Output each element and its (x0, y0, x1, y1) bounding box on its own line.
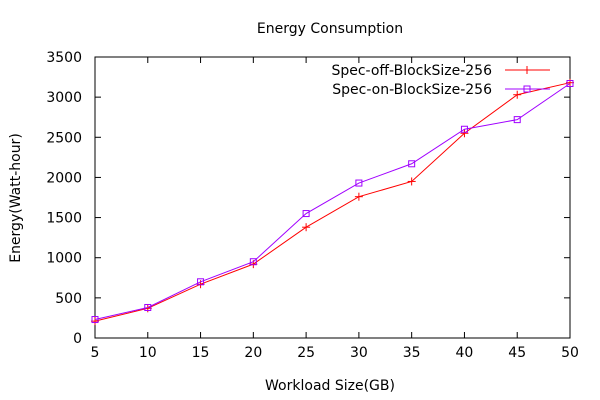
series-2-line (94, 83, 571, 321)
y-tick-label: 2500 (46, 130, 82, 146)
series-2-point (302, 210, 310, 218)
legend: Spec-off-BlockSize-256 Spec-on-BlockSize-… (331, 63, 550, 98)
y-axis-label: Energy(Watt-hour) (8, 133, 24, 263)
series-2-point (460, 125, 468, 133)
x-tick-label: 40 (456, 345, 474, 361)
x-tick-label: 15 (192, 345, 210, 361)
series-2-point (249, 258, 257, 266)
y-tick-label: 3500 (46, 50, 82, 66)
chart-title: Energy Consumption (257, 21, 403, 37)
x-tick-label: 50 (561, 345, 579, 361)
series-1-line (94, 82, 571, 322)
series-1-point (460, 129, 469, 138)
series-1-point (407, 177, 416, 186)
x-tick-label: 35 (403, 345, 421, 361)
series-2-point (408, 160, 416, 168)
plot-area-frame (94, 56, 571, 339)
legend-marker-1 (523, 66, 531, 74)
series-1-point (354, 192, 363, 201)
series-2-point (91, 316, 99, 324)
series-2-point (144, 303, 152, 311)
series-layer (91, 78, 574, 326)
y-tick-label: 1000 (46, 251, 82, 267)
y-tick-label: 2000 (46, 170, 82, 186)
x-tick-label: 20 (244, 345, 262, 361)
series-2-point (197, 278, 205, 286)
legend-marker-2 (523, 85, 531, 93)
y-tick-label: 0 (73, 331, 82, 347)
y-axis: 0 500 1000 1500 2000 2500 3000 3500 (46, 50, 570, 347)
series-1-point (513, 90, 522, 99)
x-tick-label: 30 (350, 345, 368, 361)
series-1-point (302, 223, 311, 232)
x-tick-label: 5 (91, 345, 100, 361)
y-tick-label: 3000 (46, 90, 82, 106)
legend-label-2: Spec-on-BlockSize-256 (332, 82, 492, 98)
y-tick-label: 500 (55, 291, 82, 307)
series-2-point (355, 179, 363, 187)
x-tick-label: 25 (297, 345, 315, 361)
x-tick-label: 10 (139, 345, 157, 361)
x-axis: 5 10 15 20 25 30 35 40 45 50 (91, 57, 579, 361)
legend-label-1: Spec-off-BlockSize-256 (331, 63, 492, 79)
y-tick-label: 1500 (46, 211, 82, 227)
series-2-point (566, 79, 574, 87)
x-axis-label: Workload Size(GB) (265, 378, 395, 394)
x-tick-label: 45 (508, 345, 526, 361)
series-2-point (513, 116, 521, 124)
